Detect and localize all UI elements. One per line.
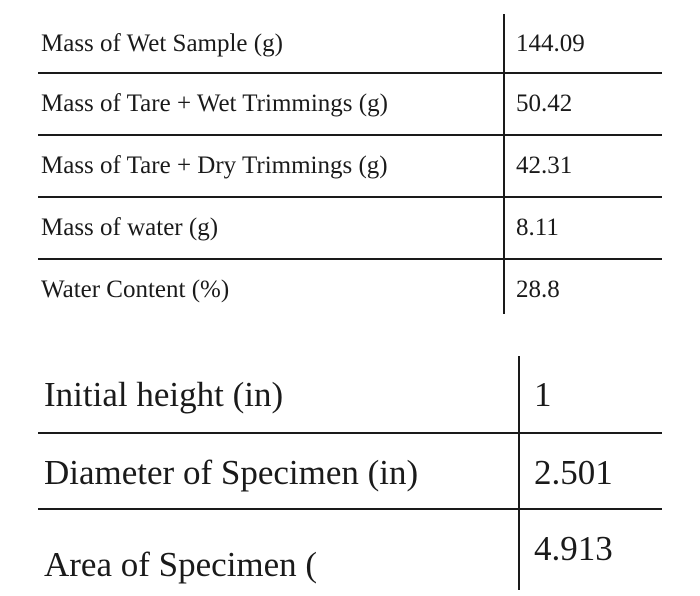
row-value: 2.501: [534, 453, 613, 492]
row-divider: [38, 72, 662, 74]
row-label: Area of Specimen (: [44, 545, 318, 584]
row-divider: [38, 196, 662, 198]
row-value: 28.8: [516, 276, 560, 303]
column-divider: [503, 14, 505, 314]
table-row: Mass of water (g) 8.11: [38, 198, 662, 260]
row-label: Mass of water (g): [41, 214, 219, 241]
row-label: Mass of Tare + Wet Trimmings (g): [41, 90, 388, 117]
table-row: Mass of Tare + Dry Trimmings (g) 42.31: [38, 136, 662, 198]
row-divider: [38, 432, 662, 434]
row-divider: [38, 258, 662, 260]
row-label: Water Content (%): [41, 276, 230, 303]
row-value: 50.42: [516, 90, 573, 117]
row-divider: [38, 134, 662, 136]
row-value: 4.913: [534, 529, 613, 568]
table-row: Mass of Tare + Wet Trimmings (g) 50.42: [38, 74, 662, 136]
row-divider: [38, 508, 662, 510]
row-label: Diameter of Specimen (in): [44, 453, 419, 492]
table-row: Water Content (%) 28.8: [38, 260, 662, 322]
row-value: 8.11: [516, 214, 559, 241]
row-label: Mass of Wet Sample (g): [41, 30, 283, 57]
row-value: 42.31: [516, 152, 573, 179]
moisture-table: Mass of Wet Sample (g) 144.09 Mass of Ta…: [38, 14, 662, 314]
row-label: Mass of Tare + Dry Trimmings (g): [41, 152, 388, 179]
table-row: Mass of Wet Sample (g) 144.09: [38, 14, 662, 76]
row-value: 1: [534, 375, 552, 414]
row-value: 144.09: [516, 30, 585, 57]
specimen-table: Initial height (in) 1 Diameter of Specim…: [38, 356, 662, 590]
row-label: Initial height (in): [44, 375, 284, 414]
column-divider: [518, 356, 520, 590]
